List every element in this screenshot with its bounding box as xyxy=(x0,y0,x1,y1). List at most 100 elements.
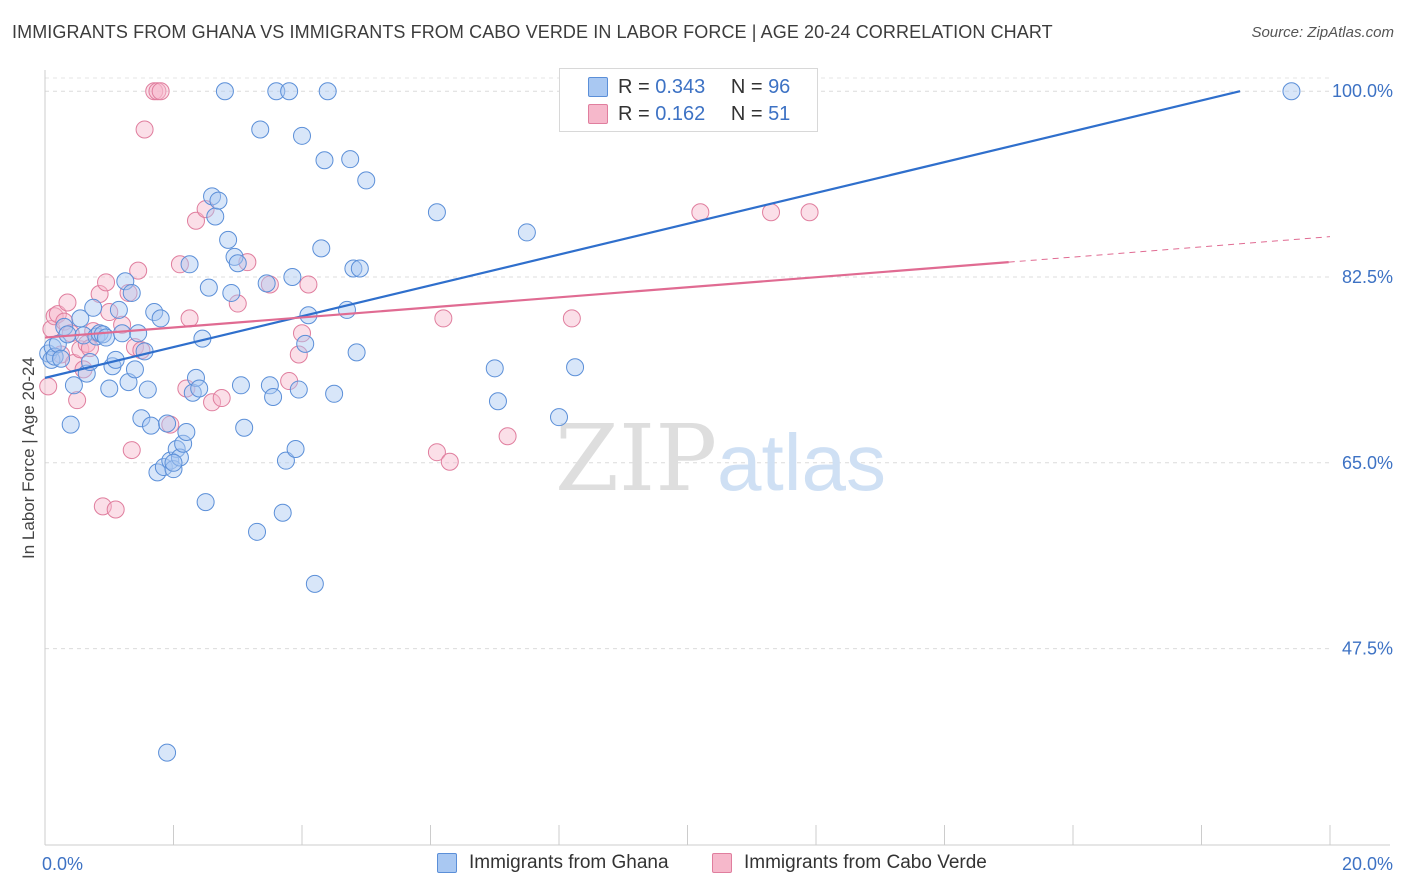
point-cabo-38 xyxy=(228,294,247,313)
point-ghana-86 xyxy=(357,171,376,190)
point-cabo-37 xyxy=(212,389,231,408)
point-ghana-35 xyxy=(151,309,170,328)
point-ghana-91 xyxy=(550,408,568,427)
point-cabo-29 xyxy=(151,82,170,101)
point-ghana-10 xyxy=(71,309,90,328)
point-cabo-45 xyxy=(427,443,446,462)
point-ghana-33 xyxy=(145,303,164,322)
bottom-legend-label-cabo: Immigrants from Cabo Verde xyxy=(744,852,987,873)
point-ghana-60 xyxy=(235,418,254,437)
point-ghana-24 xyxy=(116,272,135,291)
point-ghana-69 xyxy=(280,82,299,101)
point-ghana-77 xyxy=(312,239,331,258)
point-ghana-22 xyxy=(109,300,128,319)
bottom-legend-ghana: Immigrants from Ghana xyxy=(437,852,669,874)
point-cabo-48 xyxy=(498,427,517,446)
chart-title: IMMIGRANTS FROM GHANA VS IMMIGRANTS FROM… xyxy=(12,22,1053,42)
point-ghana-67 xyxy=(273,503,292,522)
point-ghana-47 xyxy=(190,379,209,398)
watermark-atlas: atlas xyxy=(717,418,886,507)
point-ghana-52 xyxy=(206,207,225,226)
bottom-legend-cabo: Immigrants from Cabo Verde xyxy=(712,852,987,874)
legend-r-label-ghana: R = xyxy=(618,75,650,98)
point-cabo-17 xyxy=(97,273,116,292)
point-ghana-56 xyxy=(222,283,241,302)
point-ghana-80 xyxy=(325,384,344,403)
point-ghana-50 xyxy=(199,278,218,297)
legend-r-label-cabo: R = xyxy=(618,102,650,125)
x-tick-label-1: 20.0% xyxy=(1342,854,1393,874)
point-ghana-85 xyxy=(350,259,369,278)
point-ghana-46 xyxy=(186,368,205,387)
point-ghana-54 xyxy=(215,82,234,101)
point-ghana-66 xyxy=(267,82,286,101)
point-ghana-14 xyxy=(84,298,103,317)
point-ghana-53 xyxy=(209,191,228,210)
point-ghana-65 xyxy=(264,387,283,406)
point-ghana-83 xyxy=(344,259,363,278)
point-ghana-62 xyxy=(251,120,270,139)
point-ghana-5 xyxy=(52,349,71,368)
legend-n-label-cabo: N = xyxy=(730,102,763,125)
point-ghana-89 xyxy=(488,392,507,411)
point-ghana-8 xyxy=(61,415,80,434)
point-cabo-24 xyxy=(129,261,148,280)
legend-r-value-cabo: 0.162 xyxy=(655,102,706,125)
legend-row-cabo: R = 0.162 N = 51 xyxy=(560,101,790,127)
point-ghana-55 xyxy=(219,230,238,249)
y-tick-label-0: 47.5% xyxy=(1342,639,1393,659)
y-tick-label-2: 82.5% xyxy=(1342,267,1393,287)
legend-n-value-ghana: 96 xyxy=(768,75,791,98)
series-cabo-verde-points xyxy=(39,82,819,519)
bottom-legend-label-ghana: Immigrants from Ghana xyxy=(469,852,669,873)
tick-labels: 47.5% 65.0% 82.5% 100.0% 0.0% 20.0% xyxy=(42,81,1393,874)
point-cabo-51 xyxy=(762,203,781,222)
y-tick-label-3: 100.0% xyxy=(1332,81,1393,101)
point-cabo-52 xyxy=(800,203,819,222)
point-ghana-76 xyxy=(305,574,324,593)
point-ghana-63 xyxy=(257,274,276,293)
point-cabo-22 xyxy=(122,441,141,460)
point-ghana-90 xyxy=(517,223,536,242)
watermark: ZIP atlas xyxy=(555,405,886,512)
point-ghana-93 xyxy=(1282,82,1301,101)
y-tick-label-1: 65.0% xyxy=(1342,453,1393,473)
point-cabo-26 xyxy=(135,120,154,139)
point-ghana-64 xyxy=(260,376,279,395)
point-cabo-44 xyxy=(299,275,318,294)
point-ghana-72 xyxy=(289,380,308,399)
point-ghana-88 xyxy=(485,359,504,378)
point-cabo-31 xyxy=(170,255,189,274)
point-ghana-94 xyxy=(158,743,177,762)
point-cabo-42 xyxy=(289,345,308,364)
bottom-swatch-ghana xyxy=(437,853,457,873)
point-ghana-74 xyxy=(296,334,315,353)
grid-lines xyxy=(45,77,1330,650)
point-ghana-78 xyxy=(315,151,334,170)
point-ghana-84 xyxy=(347,343,366,362)
point-ghana-68 xyxy=(276,451,295,470)
legend-row-ghana: R = 0.343 N = 96 xyxy=(560,74,790,100)
point-cabo-6 xyxy=(58,293,77,312)
point-cabo-33 xyxy=(180,309,199,328)
point-ghana-29 xyxy=(132,409,151,428)
point-cabo-46 xyxy=(434,309,453,328)
point-ghana-49 xyxy=(196,493,215,512)
point-ghana-30 xyxy=(135,342,154,361)
legend: R = 0.343 N = 96 R = 0.162 N = 51 xyxy=(559,68,818,132)
point-ghana-39 xyxy=(164,460,183,479)
point-ghana-95 xyxy=(164,453,183,472)
point-ghana-58 xyxy=(228,254,247,273)
point-ghana-26 xyxy=(122,283,141,302)
point-cabo-34 xyxy=(186,211,205,230)
trendline-cabo-extrapolated xyxy=(1008,236,1331,263)
trendline-cabo xyxy=(44,261,1009,339)
point-ghana-71 xyxy=(286,440,305,459)
legend-swatch-cabo xyxy=(588,104,608,124)
trendline-ghana xyxy=(44,90,1241,379)
watermark-zip: ZIP xyxy=(555,405,717,512)
point-ghana-70 xyxy=(283,268,302,287)
point-ghana-31 xyxy=(138,380,157,399)
point-ghana-4 xyxy=(48,334,67,353)
